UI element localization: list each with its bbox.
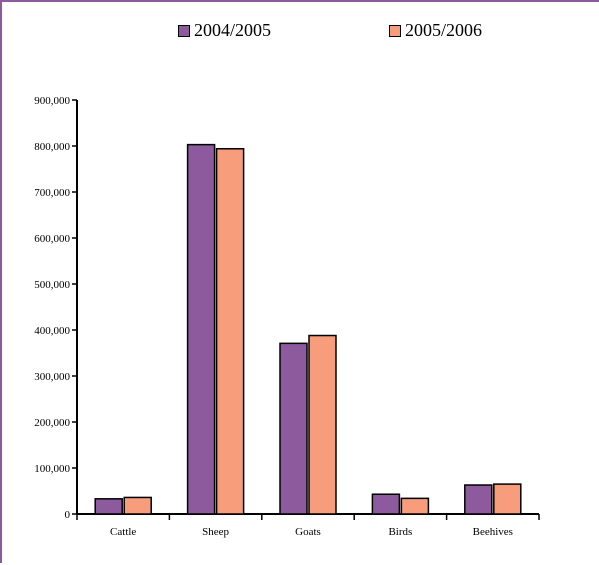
y-tick-label: 700,000 (34, 187, 70, 199)
y-tick-label: 300,000 (34, 371, 70, 383)
chart-legend: 2004/2005 2005/2006 (2, 20, 599, 44)
legend-item-2004-2005: 2004/2005 (178, 20, 271, 41)
x-tick-label: Beehives (473, 526, 513, 538)
y-tick-label: 800,000 (34, 141, 70, 153)
bar-birds-2005-2006 (400, 497, 430, 515)
y-tick-label: 400,000 (34, 325, 70, 337)
y-tick-label: 500,000 (34, 279, 70, 291)
x-tick-label: Cattle (110, 526, 136, 538)
y-tick-label: 900,000 (34, 95, 70, 107)
x-tick-label: Sheep (202, 526, 229, 538)
x-tick-label: Birds (388, 526, 412, 538)
bar-beehives-2004-2005 (464, 484, 493, 515)
bar-beehives-2005-2006 (493, 483, 522, 515)
bar-goats-2005-2006 (308, 334, 337, 515)
y-tick-label: 100,000 (34, 463, 70, 475)
bar-birds-2004-2005 (371, 493, 401, 515)
legend-swatch-2004-2005 (178, 24, 190, 37)
x-tick-label: Goats (295, 526, 321, 538)
legend-label-2004-2005: 2004/2005 (194, 20, 272, 40)
bar-sheep-2005-2006 (215, 148, 245, 515)
legend-label-2005-2006: 2005/2006 (405, 20, 483, 40)
y-tick-label: 600,000 (34, 233, 70, 245)
bar-cattle-2005-2006 (123, 496, 152, 515)
bar-sheep-2004-2005 (186, 143, 216, 515)
y-tick-label: 0 (65, 509, 71, 521)
legend-item-2005-2006: 2005/2006 (389, 20, 482, 41)
bar-cattle-2004-2005 (94, 498, 123, 515)
bar-goats-2004-2005 (279, 342, 308, 515)
legend-swatch-2005-2006 (389, 24, 401, 37)
y-tick-label: 200,000 (34, 417, 70, 429)
